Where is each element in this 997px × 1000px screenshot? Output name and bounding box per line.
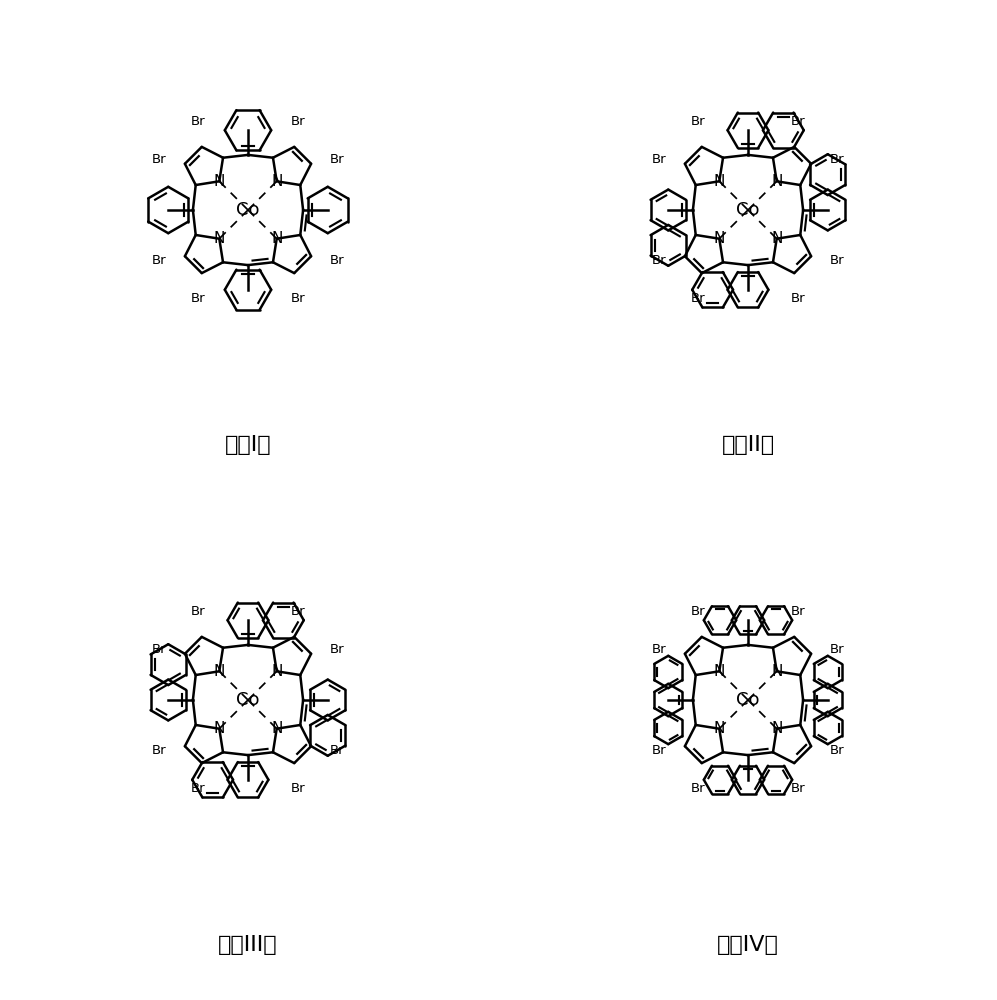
Text: Br: Br [652, 643, 666, 656]
Text: N: N [714, 174, 725, 189]
Text: Br: Br [330, 643, 344, 656]
Text: Br: Br [190, 605, 205, 618]
Text: Br: Br [830, 254, 844, 267]
Text: Br: Br [690, 115, 705, 128]
Text: Br: Br [152, 643, 166, 656]
Text: N: N [213, 721, 225, 736]
Text: Co: Co [236, 691, 260, 709]
Text: 式（II）: 式（II） [722, 435, 775, 455]
Text: Br: Br [830, 153, 844, 166]
Text: Br: Br [791, 115, 806, 128]
Text: N: N [771, 721, 783, 736]
Text: Br: Br [830, 744, 844, 757]
Text: 式（III）: 式（III） [218, 935, 278, 955]
Text: Br: Br [291, 115, 306, 128]
Text: Br: Br [690, 605, 705, 618]
Text: Br: Br [690, 782, 705, 795]
Text: N: N [271, 721, 282, 736]
Text: Br: Br [652, 153, 666, 166]
Text: N: N [771, 174, 783, 189]
Text: N: N [714, 231, 725, 246]
Text: N: N [771, 664, 783, 679]
Text: N: N [213, 231, 225, 246]
Text: Br: Br [330, 153, 344, 166]
Text: Br: Br [652, 744, 666, 757]
Text: N: N [714, 664, 725, 679]
Text: Br: Br [690, 292, 705, 305]
Text: Co: Co [736, 691, 760, 709]
Text: N: N [771, 231, 783, 246]
Text: Br: Br [830, 643, 844, 656]
Text: Br: Br [152, 744, 166, 757]
Text: N: N [271, 231, 282, 246]
Text: 式（I）: 式（I） [224, 435, 271, 455]
Text: Br: Br [152, 254, 166, 267]
Text: 式（IV）: 式（IV） [717, 935, 779, 955]
Text: Br: Br [291, 292, 306, 305]
Text: Br: Br [652, 254, 666, 267]
Text: Br: Br [291, 782, 306, 795]
Text: Co: Co [236, 201, 260, 219]
Text: Br: Br [330, 744, 344, 757]
Text: Br: Br [152, 153, 166, 166]
Text: N: N [213, 174, 225, 189]
Text: N: N [213, 664, 225, 679]
Text: Br: Br [190, 292, 205, 305]
Text: Br: Br [791, 782, 806, 795]
Text: N: N [271, 664, 282, 679]
Text: N: N [271, 174, 282, 189]
Text: Br: Br [330, 254, 344, 267]
Text: Br: Br [291, 605, 306, 618]
Text: Co: Co [736, 201, 760, 219]
Text: N: N [714, 721, 725, 736]
Text: Br: Br [190, 782, 205, 795]
Text: Br: Br [791, 292, 806, 305]
Text: Br: Br [190, 115, 205, 128]
Text: Br: Br [791, 605, 806, 618]
